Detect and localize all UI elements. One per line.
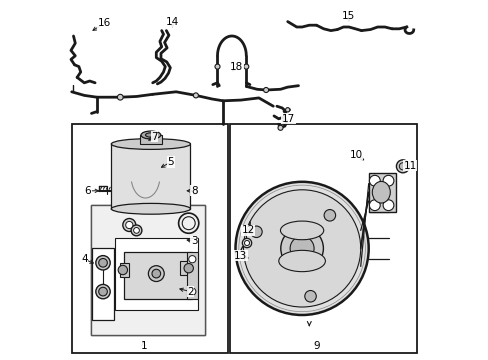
Text: 9: 9: [312, 341, 319, 351]
Circle shape: [304, 291, 316, 302]
Text: 15: 15: [342, 11, 355, 21]
Circle shape: [368, 175, 380, 186]
Circle shape: [244, 240, 249, 246]
Ellipse shape: [145, 133, 156, 137]
Text: 4: 4: [81, 254, 87, 264]
Text: 12: 12: [241, 225, 254, 235]
Text: 10: 10: [349, 150, 362, 160]
Circle shape: [324, 210, 335, 221]
Bar: [230, 124, 416, 353]
Circle shape: [117, 94, 123, 100]
Circle shape: [244, 64, 248, 69]
Bar: [186, 252, 197, 299]
Circle shape: [183, 264, 193, 273]
Circle shape: [235, 182, 368, 315]
Circle shape: [368, 200, 380, 211]
Bar: [111, 144, 190, 209]
Circle shape: [96, 256, 110, 270]
Text: 3: 3: [190, 236, 197, 246]
Bar: [91, 205, 204, 335]
Circle shape: [263, 87, 268, 93]
Ellipse shape: [111, 203, 190, 214]
Bar: [123, 252, 192, 299]
Circle shape: [148, 266, 164, 282]
Ellipse shape: [141, 131, 161, 139]
Circle shape: [152, 269, 160, 278]
Ellipse shape: [280, 221, 323, 240]
Circle shape: [122, 219, 136, 231]
Circle shape: [382, 175, 393, 186]
Circle shape: [382, 200, 393, 211]
Circle shape: [215, 64, 220, 69]
Circle shape: [243, 190, 360, 307]
Bar: [140, 135, 162, 144]
Text: 13: 13: [234, 251, 247, 261]
Bar: [72, 124, 228, 353]
Circle shape: [118, 265, 127, 275]
Circle shape: [188, 256, 196, 263]
Text: 6: 6: [84, 186, 91, 196]
Text: 18: 18: [229, 62, 243, 72]
Text: 7: 7: [151, 132, 158, 142]
Circle shape: [125, 221, 133, 229]
Bar: [179, 261, 194, 275]
Ellipse shape: [371, 181, 389, 203]
Bar: [91, 205, 204, 335]
Circle shape: [99, 287, 107, 296]
Circle shape: [131, 225, 142, 236]
Text: 16: 16: [97, 18, 110, 28]
Text: 14: 14: [165, 17, 179, 27]
Circle shape: [96, 284, 110, 299]
Bar: [120, 263, 129, 277]
Circle shape: [242, 238, 251, 248]
Bar: [368, 173, 395, 212]
Circle shape: [133, 228, 139, 233]
Ellipse shape: [111, 139, 190, 149]
Circle shape: [289, 237, 313, 260]
Bar: [92, 248, 114, 320]
Bar: [115, 238, 197, 310]
Circle shape: [280, 227, 323, 270]
Circle shape: [285, 108, 289, 112]
Circle shape: [399, 163, 406, 170]
Text: 1: 1: [140, 341, 147, 351]
Ellipse shape: [278, 250, 325, 272]
Circle shape: [250, 226, 262, 238]
Text: 11: 11: [403, 161, 416, 171]
Text: 8: 8: [190, 186, 197, 196]
Circle shape: [396, 160, 408, 173]
Circle shape: [277, 125, 283, 130]
Text: 5: 5: [167, 157, 174, 167]
Text: 2: 2: [187, 287, 193, 297]
Text: 17: 17: [281, 114, 294, 124]
Circle shape: [99, 258, 107, 267]
Circle shape: [188, 288, 196, 295]
Circle shape: [193, 93, 198, 98]
